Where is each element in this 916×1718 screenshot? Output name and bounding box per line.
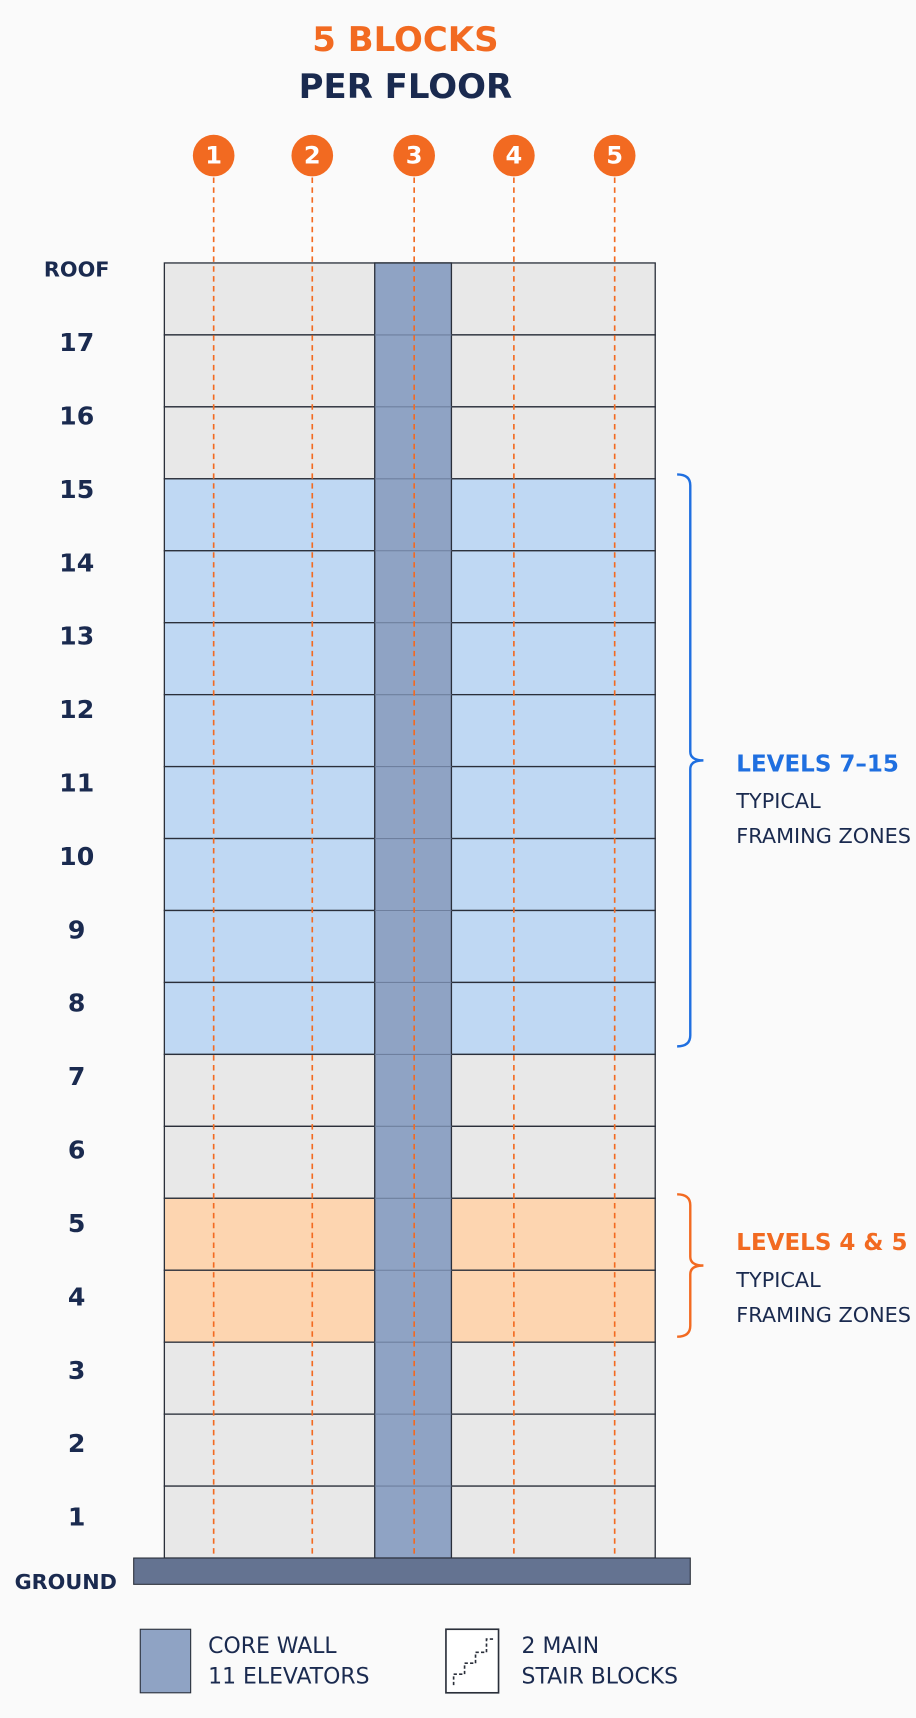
floor-label: 10	[59, 842, 94, 871]
floor-label: 4	[68, 1282, 86, 1311]
block-marker	[192, 134, 235, 177]
annotation-text: FRAMING ZONES	[736, 824, 911, 848]
legend-core-swatch	[139, 1628, 192, 1694]
annotation-text: FRAMING ZONES	[736, 1303, 911, 1327]
floor-label: 14	[59, 548, 94, 577]
block-number: 3	[406, 142, 423, 170]
block-number: 1	[205, 142, 222, 170]
floor-label: ROOF	[44, 258, 110, 282]
bracket	[677, 473, 704, 1048]
annotation-title: LEVELS 4 & 5	[736, 1230, 907, 1256]
floor-label: 16	[59, 401, 94, 430]
legend-text: STAIR BLOCKS	[522, 1664, 678, 1689]
block-marker	[291, 134, 334, 177]
floor-label: 15	[59, 475, 94, 504]
block-number: 5	[606, 142, 623, 170]
bracket	[677, 1193, 704, 1338]
floor-label: 11	[59, 768, 94, 797]
legend-text: 2 MAIN	[522, 1634, 600, 1659]
subtitle: PER FLOOR	[299, 67, 513, 107]
annotation-text: TYPICAL	[735, 789, 821, 813]
floor-label: 2	[68, 1429, 86, 1458]
block-marker	[593, 134, 636, 177]
floor-label: 7	[68, 1062, 86, 1091]
legend-text: 11 ELEVATORS	[208, 1664, 369, 1689]
floor-label: 1	[68, 1503, 86, 1532]
ground-slab	[133, 1557, 691, 1585]
annotation-title: LEVELS 7–15	[736, 751, 899, 777]
floor-label: 9	[68, 915, 86, 944]
stair-steps	[452, 1638, 494, 1686]
floor-label: 12	[59, 695, 94, 724]
block-number: 2	[304, 142, 321, 170]
annotation-text: TYPICAL	[735, 1268, 821, 1292]
ground-label: GROUND	[15, 1570, 117, 1594]
floor-label: 5	[68, 1209, 86, 1238]
block-marker	[493, 134, 535, 177]
floor-label: 13	[59, 622, 94, 651]
floor-label: 17	[59, 328, 94, 357]
block-number: 4	[505, 142, 522, 170]
title: 5 BLOCKS	[312, 20, 498, 60]
floor-label: 8	[68, 989, 86, 1018]
floor-label: 6	[68, 1136, 86, 1165]
floor-label: 3	[68, 1356, 86, 1385]
block-marker	[393, 134, 435, 177]
legend-text: CORE WALL	[208, 1634, 337, 1659]
